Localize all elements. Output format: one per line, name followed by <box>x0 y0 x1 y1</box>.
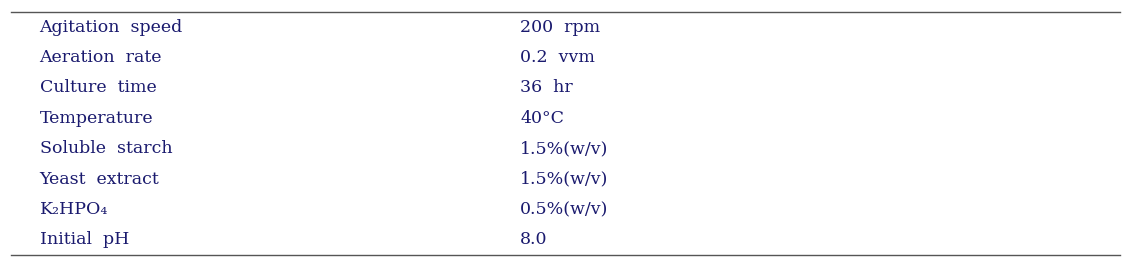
Text: 0.5%(w/v): 0.5%(w/v) <box>520 201 608 218</box>
Text: 1.5%(w/v): 1.5%(w/v) <box>520 140 608 157</box>
Text: 200  rpm: 200 rpm <box>520 19 601 36</box>
Text: K₂HPO₄: K₂HPO₄ <box>40 201 107 218</box>
Text: Agitation  speed: Agitation speed <box>40 19 183 36</box>
Text: 40°C: 40°C <box>520 110 564 127</box>
Text: Soluble  starch: Soluble starch <box>40 140 172 157</box>
Text: Initial  pH: Initial pH <box>40 231 129 248</box>
Text: Culture  time: Culture time <box>40 80 156 96</box>
Text: Yeast  extract: Yeast extract <box>40 171 159 187</box>
Text: Temperature: Temperature <box>40 110 153 127</box>
Text: Aeration  rate: Aeration rate <box>40 49 162 66</box>
Text: 8.0: 8.0 <box>520 231 547 248</box>
Text: 0.2  vvm: 0.2 vvm <box>520 49 595 66</box>
Text: 36  hr: 36 hr <box>520 80 573 96</box>
Text: 1.5%(w/v): 1.5%(w/v) <box>520 171 608 187</box>
